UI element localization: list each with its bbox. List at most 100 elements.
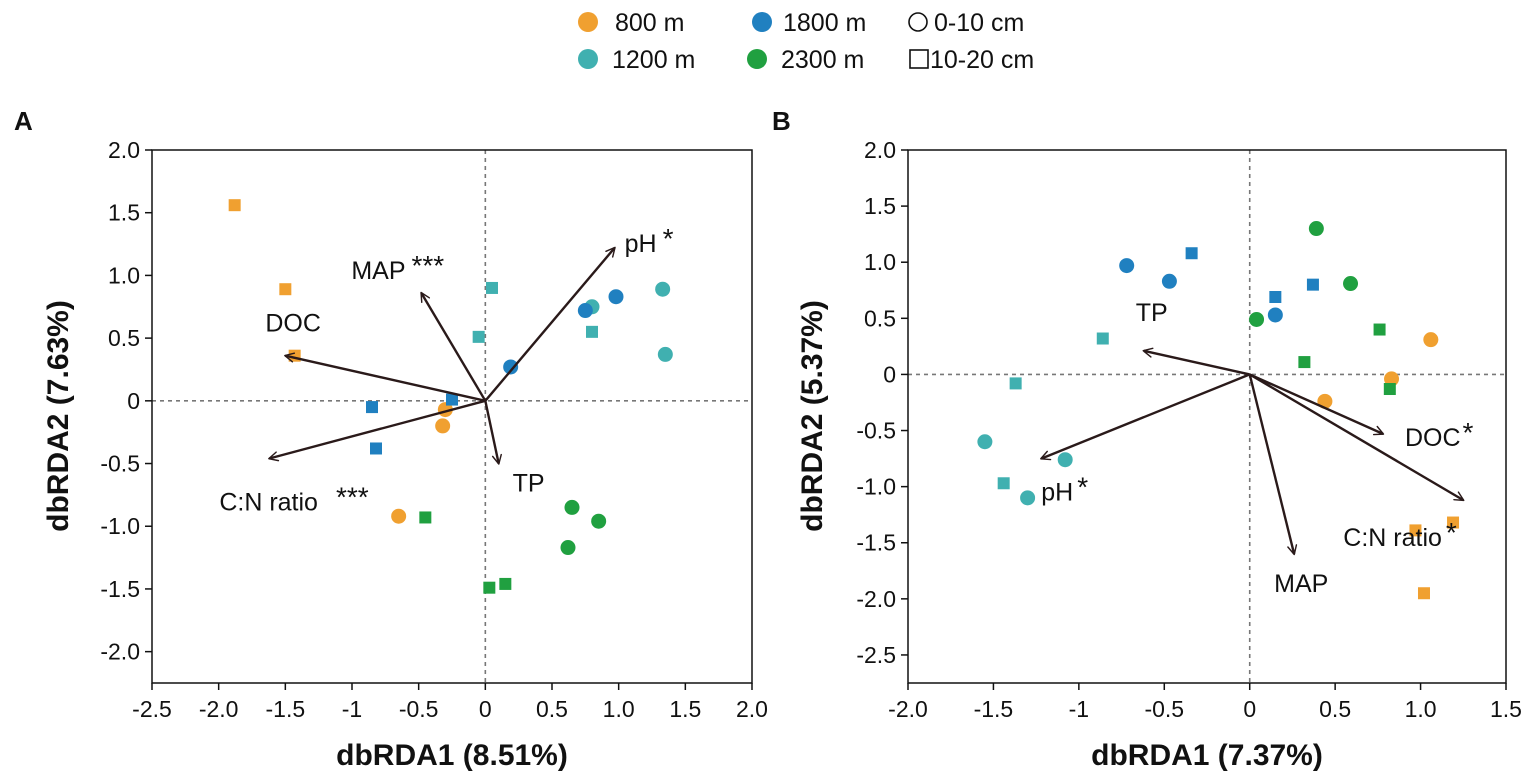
panel-a-point-square: [586, 325, 598, 338]
panel-b-y-tick-label: -0.5: [856, 418, 896, 444]
panel-b-point-circle: [1119, 258, 1135, 274]
panel-b-frame: [907, 149, 1507, 684]
panel-b-y-tick-label: -1.5: [856, 530, 896, 556]
legend-1200m-label: 1200 m: [612, 46, 695, 74]
panel-a-x-tick-label: 0: [479, 696, 492, 722]
panel-b-vector-ph-significance: *: [1077, 472, 1088, 503]
panel-a-vectors: pH * MAP *** DOC C:N ratio *** TP: [219, 223, 673, 517]
panel-a-x-tick-label: -2.5: [132, 696, 172, 722]
legend-800m-label: 800 m: [615, 9, 684, 37]
legend-800m-marker: [578, 12, 598, 32]
panel-a-vector-c-n-ratio-arrow: [268, 399, 486, 462]
panel-a-point-square: [486, 281, 498, 294]
panel-a-y-tick-label: 1.0: [108, 262, 140, 288]
panel-a-y-tick-label: 2.0: [108, 137, 140, 163]
panel-b-x-tick-label: 1.5: [1490, 696, 1522, 722]
panel-a-point-circle: [591, 513, 607, 529]
panel-b-vector-ph-arrow: [1040, 373, 1251, 461]
panel-b-vector-map-label: MAP: [1274, 570, 1328, 598]
panel-label-a: A: [14, 106, 33, 136]
panel-b-point-square: [1306, 278, 1319, 291]
panel-a-point-circle: [657, 346, 673, 362]
panel-b-x-tick-label: -0.5: [1144, 696, 1184, 722]
panel-a-vector-ph-significance: *: [663, 223, 674, 254]
panel-b-vector-doc-label: DOC*: [1405, 417, 1474, 452]
legend: 800 m 1800 m 0-10 cm 1200 m 2300 m 10-20…: [578, 9, 1034, 74]
panel-a-point-circle: [560, 540, 576, 556]
panel-b-x-tick-label: 0.5: [1319, 696, 1351, 722]
panel-b-point-square: [1417, 587, 1430, 600]
panel-b-point-circle: [1020, 490, 1036, 506]
panel-a-x-tick-label: -2.0: [199, 696, 239, 722]
panel-a-points: [228, 199, 673, 594]
panel-label-b: B: [772, 106, 791, 136]
panel-a-y-tick-label: 1.5: [108, 200, 140, 226]
panel-a-point-circle: [608, 289, 624, 305]
panel-b-point-circle: [1308, 221, 1324, 237]
panel-a-point-square: [279, 283, 292, 296]
panel-b-point-square: [1447, 516, 1460, 529]
panel-b-point-circle: [1267, 307, 1283, 323]
panel-a-vector-ph-label: pH *: [625, 223, 674, 258]
panel-a-x-tick-label: 1.0: [603, 696, 635, 722]
panel-b-y-tick-label: 1.0: [864, 249, 896, 275]
panel-a-point-circle: [435, 418, 451, 434]
panel-a-point-circle: [564, 499, 580, 515]
panel-b-y-tick-label: -2.0: [856, 586, 896, 612]
panel-a-x-tick-label: 0.5: [536, 696, 568, 722]
legend-1800m-label: 1800 m: [783, 9, 866, 37]
panel-b-y-tick-label: 0: [883, 361, 896, 387]
panel-b-point-circle: [1057, 452, 1073, 468]
legend-10-20cm-marker: [909, 49, 929, 69]
panel-b-point-square: [997, 477, 1010, 490]
panel-b-vector-doc-arrow: [1249, 373, 1385, 436]
panel-b-point-circle: [977, 434, 993, 450]
panel-b-reference-lines: [908, 150, 1506, 683]
panel-a-x-axis-title: dbRDA1 (8.51%): [336, 739, 568, 772]
panel-b-vector-doc-significance: *: [1463, 417, 1474, 448]
panel-b-point-square: [1096, 332, 1109, 345]
panel-a-point-circle: [391, 508, 407, 524]
panel-a-point-circle: [655, 281, 671, 297]
panel-b-point-circle: [1384, 371, 1400, 387]
panel-b-point-square: [1185, 247, 1198, 260]
panel-b-point-square: [1298, 356, 1311, 369]
panel-b-point-circle: [1423, 332, 1439, 348]
panel-b-points: [977, 221, 1460, 600]
panel-a-y-tick-label: 0.5: [108, 325, 140, 351]
panel-a-y-tick-label: -0.5: [100, 451, 140, 477]
legend-0-10cm-marker: [908, 12, 928, 32]
panel-b-vector-tp-arrow: [1142, 347, 1250, 376]
panel-b-vector-ph-label: pH *: [1041, 472, 1088, 507]
panel-b-point-circle: [1249, 311, 1265, 327]
panel-a-y-tick-label: -1.5: [100, 576, 140, 602]
panel-b-point-circle: [1161, 273, 1177, 289]
panel-a-point-square: [499, 577, 512, 590]
panel-b-point-square: [1269, 290, 1282, 303]
panel-b-y-tick-label: 0.5: [864, 305, 896, 331]
panel-b-y-tick-label: -1.0: [856, 474, 896, 500]
panel-a-frame: [151, 149, 753, 684]
panel-a-point-square: [366, 401, 378, 414]
panel-a-vector-ph-arrow: [484, 246, 616, 402]
panel-b-point-square: [1373, 323, 1386, 336]
panel-a-point-square: [228, 199, 241, 212]
legend-0-10cm-label: 0-10 cm: [934, 9, 1024, 37]
panel-b-x-axis-title: dbRDA1 (7.37%): [1091, 739, 1323, 772]
panel-b-x-tick-label: -1.5: [974, 696, 1014, 722]
panel-a-point-circle: [503, 359, 519, 375]
panel-a-vector-map-significance: ***: [412, 250, 445, 281]
panel-a-x-tick-label: 1.5: [669, 696, 701, 722]
panel-a-x-tick-label: -0.5: [399, 696, 439, 722]
panel-a-vector-doc-arrow: [284, 352, 486, 402]
panel-a-vector-c-n-ratio-label: C:N ratio ***: [219, 482, 368, 517]
panel-b-vector-tp-label: TP: [1136, 299, 1168, 327]
panel-b-point-square: [1383, 383, 1396, 396]
panel-a-vector-c-n-ratio-significance: ***: [336, 482, 369, 513]
panel-b-y-axis-title: dbRDA2 (5.37%): [796, 300, 829, 532]
legend-1200m-marker: [578, 49, 598, 69]
panel-b-y-tick-label: 1.5: [864, 193, 896, 219]
panel-b-vector-c-n-ratio-arrow: [1249, 373, 1465, 502]
panel-a-point-square: [472, 330, 485, 343]
